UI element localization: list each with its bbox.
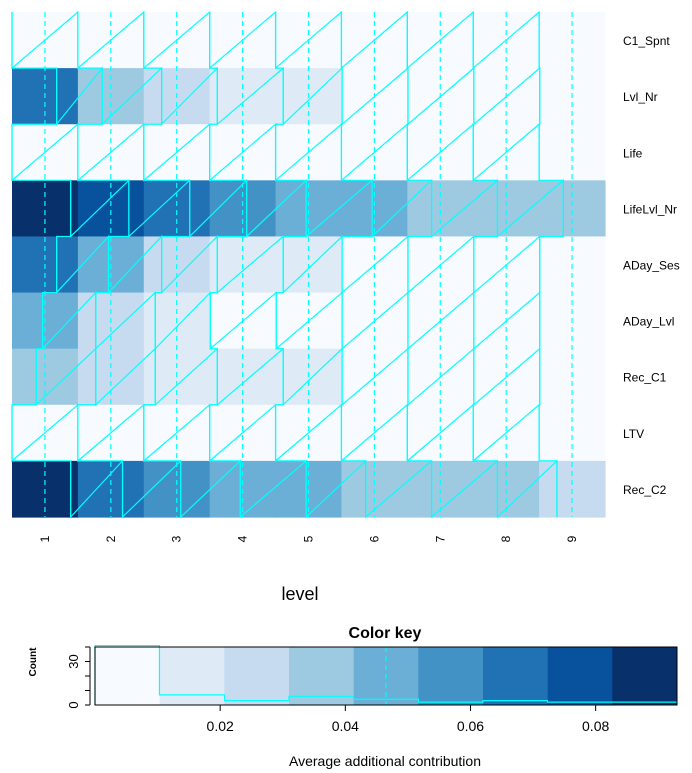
heatmap-cell — [77, 180, 145, 238]
heatmap-cell — [275, 180, 343, 238]
color-key-axes: 0.02 0.04 0.06 0.08 0 30 — [66, 646, 678, 734]
color-key-x-tick-label: 0.02 — [207, 718, 234, 734]
color-key-frame — [94, 646, 678, 706]
color-key-y-tick-label: 30 — [66, 654, 81, 668]
row-label: LifeLvl_Nr — [623, 202, 677, 216]
column-trace-line — [538, 12, 564, 517]
row-labels: C1_Spnt Lvl_Nr Life LifeLvl_Nr ADay_Ses ADay_… — [623, 34, 680, 497]
column-label: 7 — [433, 535, 447, 542]
heatmap-cell — [473, 180, 540, 238]
heatmap-cell — [12, 180, 79, 238]
column-trace-line — [143, 12, 191, 517]
column-labels: 1 2 3 4 5 6 7 8 9 — [38, 535, 579, 542]
color-key-bin — [224, 647, 290, 705]
color-key-bin — [547, 647, 613, 705]
heatmap-cell — [209, 180, 277, 238]
row-label: Rec_C1 — [623, 371, 667, 385]
column-label: 1 — [38, 535, 52, 542]
color-key-x-tick-label: 0.08 — [582, 718, 609, 734]
row-label: Rec_C2 — [623, 483, 667, 497]
column-trace-line — [340, 12, 373, 517]
column-trace-line — [274, 12, 307, 517]
column-trace-line — [209, 12, 248, 517]
heatmap-cell — [407, 180, 474, 238]
row-label: Life — [623, 146, 643, 160]
column-label: 2 — [104, 535, 118, 542]
row-label: Lvl_Nr — [623, 90, 658, 104]
column-label: 8 — [499, 535, 513, 542]
column-trace-line — [77, 12, 130, 517]
column-trace-line — [11, 12, 72, 517]
color-key-histogram-line — [94, 644, 677, 705]
column-label: 4 — [236, 535, 250, 542]
color-key-bin — [159, 647, 225, 705]
column-trace-line — [406, 12, 433, 517]
color-key-histogram — [94, 644, 677, 705]
heatmap-cell — [539, 404, 606, 462]
row-label: ADay_Ses — [623, 259, 680, 273]
color-key-x-tick-label: 0.06 — [457, 718, 484, 734]
x-axis-label: level — [281, 584, 318, 604]
color-key-y-tick-label: 0 — [66, 701, 81, 708]
color-key-bin — [95, 647, 161, 705]
heatmap-cell — [341, 180, 408, 238]
row-label: ADay_Lvl — [623, 315, 674, 329]
color-key-bin — [483, 647, 549, 705]
column-label: 9 — [565, 535, 579, 542]
color-key-bin — [289, 647, 355, 705]
column-label: 3 — [170, 535, 184, 542]
row-label: C1_Spnt — [623, 34, 670, 48]
color-key-bin — [418, 647, 484, 705]
color-key-x-tick-label: 0.04 — [332, 718, 359, 734]
heatmap-trace-lines — [11, 10, 573, 519]
heatmap-cell — [539, 180, 606, 238]
column-label: 5 — [302, 535, 316, 542]
color-key-y-label: Count — [28, 647, 39, 677]
column-trace-line — [472, 12, 499, 517]
color-key-x-label: Average additional contribution — [289, 753, 481, 769]
column-label: 6 — [367, 535, 381, 542]
color-key-bin — [612, 647, 678, 705]
row-label: LTV — [623, 427, 644, 441]
color-key-title: Color key — [349, 625, 422, 642]
